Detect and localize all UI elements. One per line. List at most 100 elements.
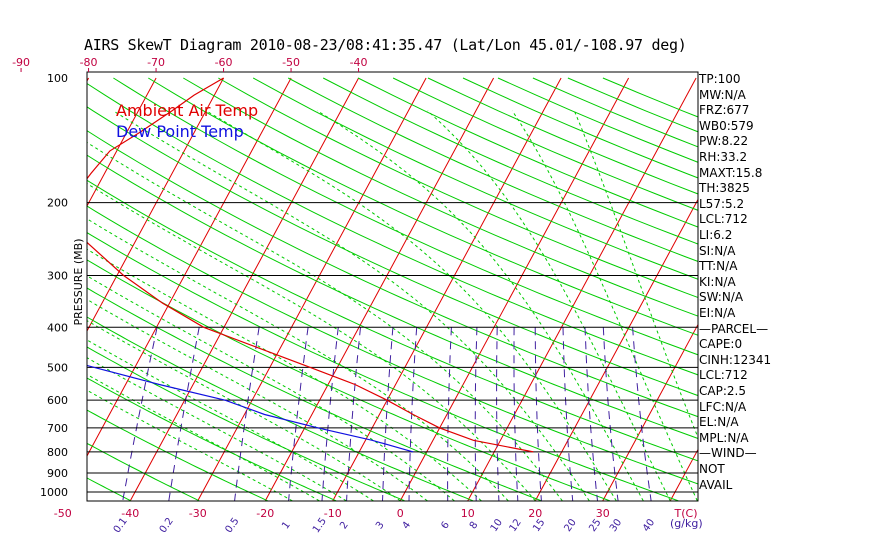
mixing-ratio-line xyxy=(168,327,200,501)
pressure-tick-label: 500 xyxy=(47,361,68,374)
sounding-index-item: MW:N/A xyxy=(699,87,746,102)
dry-adiabat-line xyxy=(87,346,405,501)
bottom-temp-tick-label: -50 xyxy=(54,507,72,520)
mixing-ratio-tick-label: 3 xyxy=(374,520,387,532)
pressure-tick-label: 600 xyxy=(47,394,68,407)
isotherm-line xyxy=(87,77,225,333)
pressure-tick-label: 900 xyxy=(47,467,68,480)
sounding-index-item: NOT xyxy=(699,462,725,476)
mixing-ratio-unit-label: (g/kg) xyxy=(670,517,703,530)
isotherm-line xyxy=(87,77,292,458)
pressure-tick-label: 700 xyxy=(47,422,68,435)
legend-ambient-air-temp: Ambient Air Temp xyxy=(116,101,259,120)
background-lines xyxy=(0,77,870,501)
ambient-temp-profile xyxy=(87,77,534,453)
mixing-ratio-line xyxy=(562,327,574,501)
dry-adiabat-line xyxy=(0,78,62,501)
dry-adiabat-line xyxy=(218,77,698,299)
dry-adiabat-line xyxy=(87,106,698,397)
moist-adiabat-line xyxy=(573,110,698,439)
moist-adiabat-line xyxy=(427,110,671,501)
sounding-index-item: CAP:2.5 xyxy=(699,384,746,398)
sounding-index-item: PW:8.22 xyxy=(699,134,749,149)
mixing-ratio-line xyxy=(234,327,260,501)
sounding-index-item: AVAIL xyxy=(699,477,733,492)
sounding-index-item: LCL:712 xyxy=(699,212,748,227)
dewpoint-temp-profile xyxy=(87,364,414,453)
moist-adiabat-line xyxy=(87,218,509,501)
isotherm-line xyxy=(197,77,427,501)
sounding-index-item: SW:N/A xyxy=(699,290,744,305)
pressure-tick-label: 800 xyxy=(47,446,68,459)
sounding-index-item: —WIND— xyxy=(699,446,757,461)
mixing-ratio-tick-label: 30 xyxy=(608,517,624,534)
mixing-ratio-tick-label: 12 xyxy=(508,517,524,534)
isotherm-line xyxy=(87,77,157,208)
sounding-index-item: CAPE:0 xyxy=(699,337,743,352)
isotherm-line xyxy=(129,77,360,501)
sounding-index-item: LI:6.2 xyxy=(699,228,733,242)
pressure-tick-label: 400 xyxy=(47,321,68,334)
dry-adiabat-line xyxy=(87,154,698,440)
sounding-index-item: TP:100 xyxy=(699,72,741,86)
mixing-ratio-line xyxy=(346,327,361,501)
sounding-index-item: CINH:12341 xyxy=(699,352,772,367)
sounding-index-item: KI:N/A xyxy=(699,274,736,289)
dry-adiabat-line xyxy=(252,77,698,280)
mixing-ratio-line xyxy=(534,327,542,501)
dry-adiabat-line xyxy=(322,77,698,245)
dry-adiabat-line xyxy=(87,205,698,485)
sounding-index-item: EL:N/A xyxy=(699,415,739,430)
sounding-index-item: LFC:N/A xyxy=(699,399,747,414)
dry-adiabat-line xyxy=(87,82,698,376)
dry-adiabat-line xyxy=(148,77,698,336)
mixing-ratio-tick-label: 40 xyxy=(641,517,657,534)
moist-adiabat-line xyxy=(87,339,374,501)
bottom-temp-tick-label: 30 xyxy=(596,507,610,520)
bottom-temp-tick-label: -20 xyxy=(256,507,274,520)
mixing-ratio-line xyxy=(513,327,519,501)
dry-adiabat-line xyxy=(87,442,200,501)
top-temp-tick-label: -50 xyxy=(282,56,300,69)
isotherm-line xyxy=(738,78,870,501)
mixing-ratio-tick-label: 2 xyxy=(338,520,351,532)
moist-adiabat-line xyxy=(87,320,401,501)
isotherm-line xyxy=(0,78,21,501)
mixing-ratio-line xyxy=(584,327,598,501)
mixing-ratio-line xyxy=(288,327,309,501)
isotherm-line xyxy=(332,77,562,501)
sounding-index-item: MAXT:15.8 xyxy=(699,165,763,180)
sounding-index-item: MPL:N/A xyxy=(699,430,749,445)
moist-adiabat-line xyxy=(511,110,698,501)
dry-adiabat-line xyxy=(87,477,132,501)
mixing-ratio-tick-label: 4 xyxy=(401,520,414,532)
legend-dew-point-temp: Dew Point Temp xyxy=(116,122,244,141)
mixing-ratio-line xyxy=(602,327,619,501)
plot-frame xyxy=(86,71,699,502)
pressure-tick-label: 200 xyxy=(47,197,68,210)
top-temp-tick-label: -40 xyxy=(350,56,368,69)
dry-adiabat-line xyxy=(462,77,698,179)
top-temp-tick-label: -90 xyxy=(12,56,30,69)
dry-adiabat-line xyxy=(287,77,698,262)
x-axis-label: T(C) xyxy=(674,507,698,520)
mixing-ratio-tick-label: 8 xyxy=(468,520,481,532)
axis-labels: 1002003004005006007008009001000PRESSURE … xyxy=(12,56,703,535)
sounding-index-item: FRZ:677 xyxy=(699,103,750,118)
isotherm-line xyxy=(602,323,698,501)
top-temp-tick-label: -80 xyxy=(80,56,98,69)
dry-adiabat-line xyxy=(87,287,542,501)
sounding-index-item: RH:33.2 xyxy=(699,150,748,164)
sounding-index-item: SI:N/A xyxy=(699,243,736,258)
profiles xyxy=(87,77,534,453)
mixing-ratio-line xyxy=(474,327,478,501)
moist-adiabat-line xyxy=(87,357,347,501)
sounding-index-item: —PARCEL— xyxy=(699,321,769,336)
pressure-tick-label: 300 xyxy=(47,270,68,283)
isobars xyxy=(87,202,698,493)
mixing-ratio-tick-label: 1 xyxy=(280,520,293,532)
mixing-ratio-tick-label: 20 xyxy=(562,517,578,534)
bottom-temp-tick-label: -30 xyxy=(189,507,207,520)
mixing-ratio-line xyxy=(408,327,418,501)
